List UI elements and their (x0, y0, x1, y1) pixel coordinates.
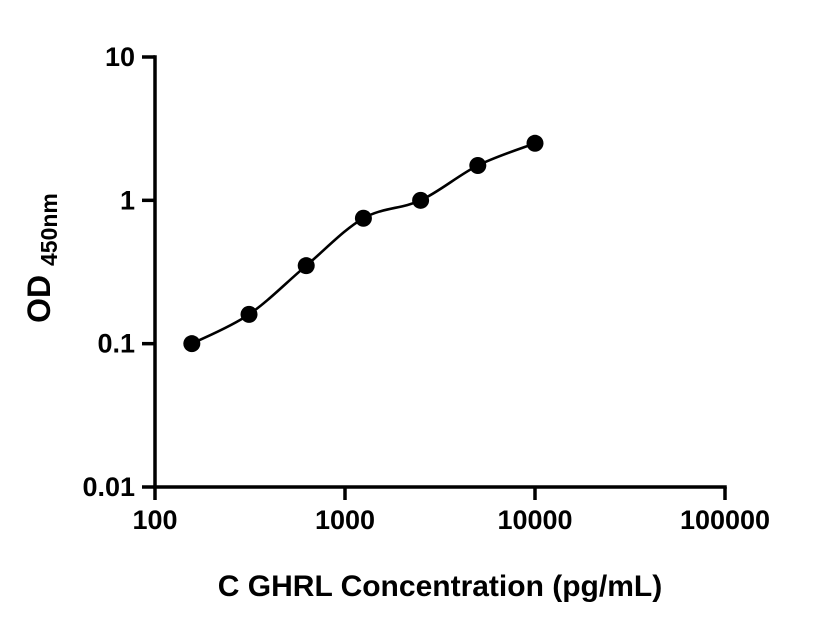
data-point (412, 191, 430, 209)
y-axis-title-main: OD (21, 275, 57, 323)
data-point (469, 156, 487, 174)
y-tick-label: 0.01 (82, 472, 135, 502)
y-axis-title-subscript: 450nm (36, 193, 62, 266)
y-axis-ticks: 10 1 0.1 0.01 (82, 42, 155, 502)
x-axis-ticks: 100 1000 10000 100000 (132, 487, 770, 535)
data-point (526, 134, 544, 152)
y-tick-label: 10 (105, 42, 135, 72)
x-axis-title: C GHRL Concentration (pg/mL) (218, 570, 662, 603)
y-tick-label: 0.1 (97, 329, 135, 359)
data-point (297, 257, 315, 275)
axis-lines (153, 55, 727, 489)
data-point (240, 305, 258, 323)
data-point (354, 209, 372, 227)
data-points (183, 134, 544, 353)
data-point (183, 335, 201, 353)
x-tick-label: 10000 (497, 505, 572, 535)
x-tick-label: 100 (132, 505, 177, 535)
x-tick-label: 1000 (315, 505, 375, 535)
y-tick-label: 1 (120, 185, 135, 215)
x-tick-label: 100000 (680, 505, 770, 535)
y-axis-title: OD 450nm (21, 193, 62, 323)
